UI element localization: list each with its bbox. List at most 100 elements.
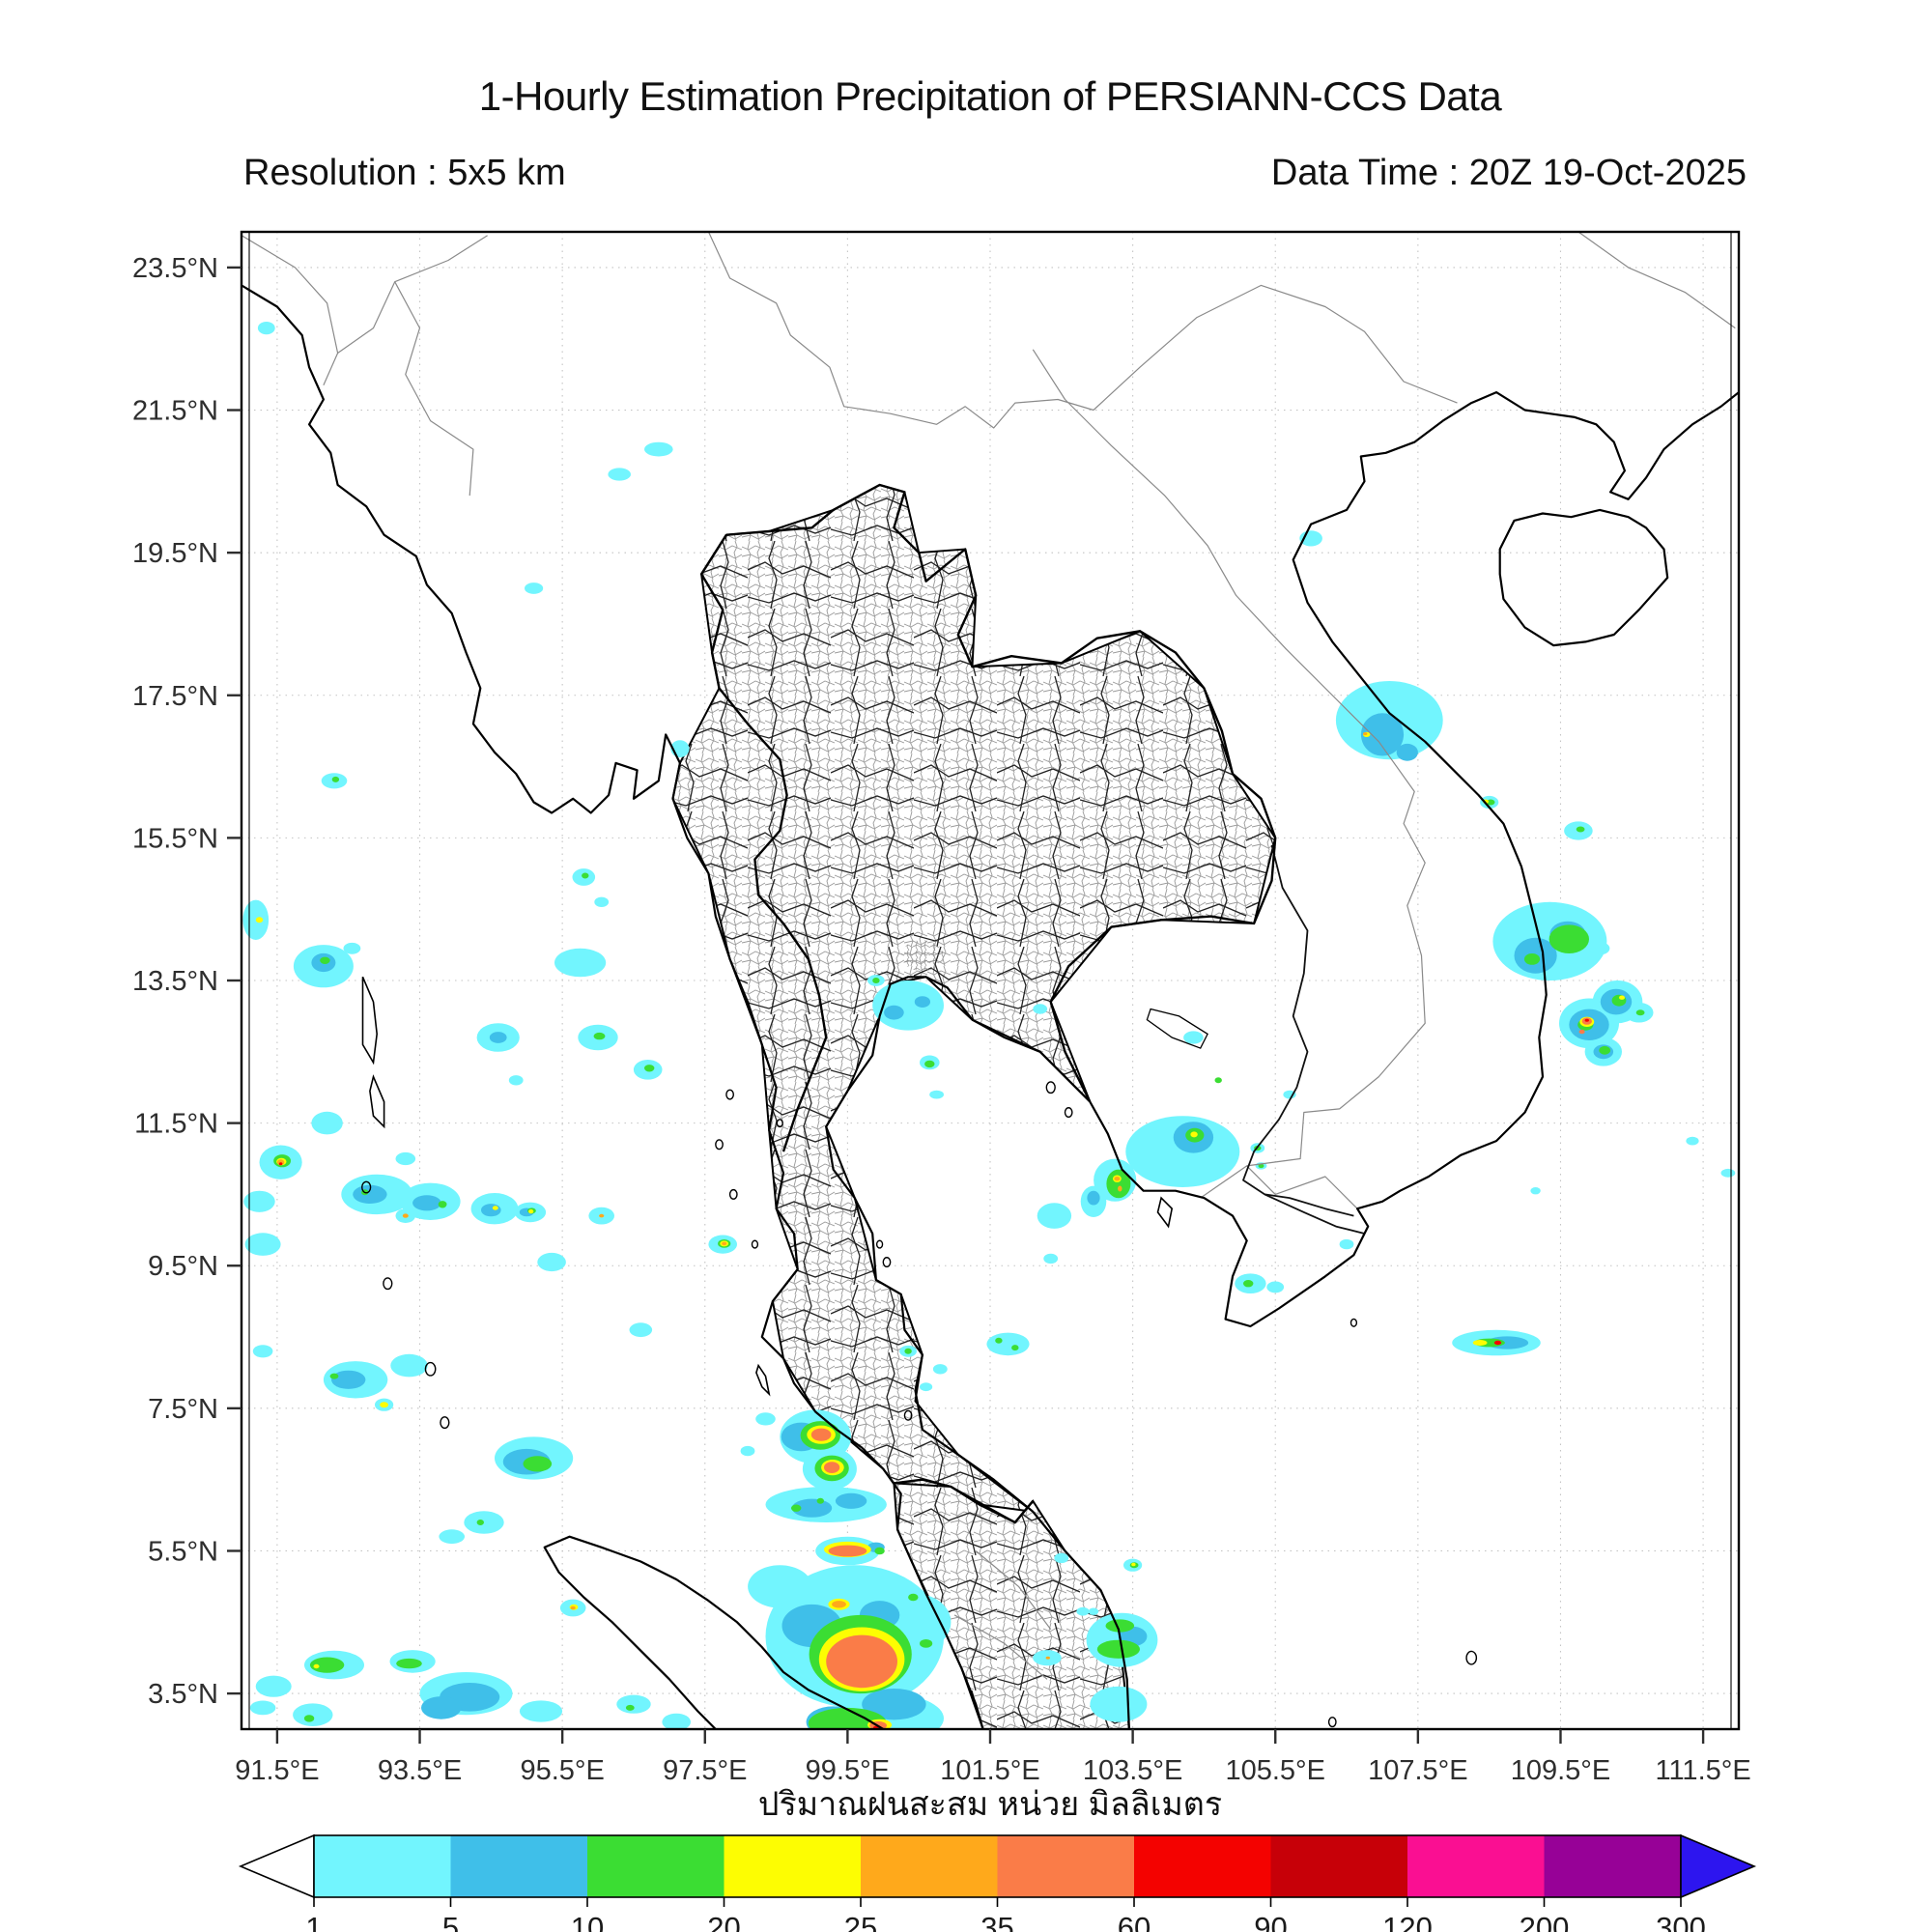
precip-blob-c [1589,942,1610,955]
precip-blob-c [537,1252,566,1272]
precip-blob-g [1214,1077,1222,1084]
country-border-path [242,235,339,385]
lat-tick-label: 23.5°N [132,253,218,284]
precip-blob-c [1720,1168,1736,1178]
precip-blob-g [593,1032,606,1040]
small-island-dot [882,1257,892,1268]
colorbar-under-arrow [238,1833,315,1899]
precip-blob-g [920,1639,933,1648]
small-island-dot [751,1239,759,1249]
precip-blob-r [1584,1018,1590,1022]
coastline-path [543,1535,885,1729]
precip-blob-y [380,1402,388,1408]
precip-blob-g [872,978,880,983]
map-layers [242,232,1739,1729]
colorbar-segment [724,1835,862,1897]
precip-blob-o [1045,1656,1051,1660]
colorbar-tick-label: 5 [442,1911,459,1932]
small-island-dot [875,1239,884,1249]
precip-blob-c [929,1090,944,1099]
colorbar-segment [1270,1835,1408,1897]
precip-blob-g [476,1520,484,1525]
precip-blob-o [1114,1177,1121,1181]
precip-blob-c [1090,1686,1148,1722]
precip-blob-g [908,1593,919,1602]
river-path [1242,844,1365,1235]
precip-blob-g [1011,1345,1019,1351]
lake-outline [1146,1008,1208,1049]
precip-blob-g [331,776,340,782]
precip-blob-c [311,1111,343,1135]
lon-tick-label: 111.5°E [1655,1755,1750,1786]
lon-tick-label: 105.5°E [1225,1755,1325,1786]
precip-blob-g [1096,1639,1140,1659]
precip-blob-y [313,1663,320,1669]
precip-blob-c [1054,1552,1069,1564]
precip-blob-o [1118,1185,1122,1192]
precip-blob-c [249,1700,276,1716]
country-border-path [337,235,488,354]
precip-blob-b [1360,713,1405,756]
colorbar: 1 5 10 20 25 35 60 90 120 200 300 [238,1833,1757,1932]
precip-blob-c [1088,1607,1099,1615]
small-island-dot [725,1089,734,1100]
lon-tick-label: 93.5°E [378,1755,462,1786]
resolution-label: Resolution : 5x5 km [243,153,566,193]
lat-tick-label: 11.5°N [134,1109,218,1140]
precip-blob-d [810,1428,832,1441]
small-island-dot [715,1139,724,1151]
colorbar-tick-label: 25 [844,1911,877,1932]
island-outline [369,1074,385,1129]
precip-blob-c [1686,1136,1699,1146]
precip-blob-b [421,1696,462,1719]
lat-tick-label: 9.5°N [148,1251,218,1282]
colorbar-tick-label: 35 [980,1911,1013,1932]
colorbar-tick-label: 1 [305,1911,322,1932]
precip-blob-c [1530,1187,1541,1195]
precip-blob-y [1131,1562,1136,1567]
bangkok-district-cluster [900,940,944,972]
precip-blob-b [412,1195,441,1211]
colorbar-segment [1544,1835,1682,1897]
country-border-path [953,1614,1048,1680]
colorbar-unit-label-thai: ปริมาณฝนสะสม หน่วย มิลลิเมตร [757,1786,1223,1823]
lat-tick-label: 15.5°N [132,823,218,854]
small-island-dot [1465,1650,1478,1665]
small-island-dot [776,1119,783,1128]
precip-blob-d [828,1545,867,1557]
precip-blob-c [629,1322,653,1338]
island-coastline-hainan [1498,508,1669,647]
precip-blob-c [932,1364,948,1375]
precip-blob-c [920,1382,933,1392]
precip-blob-b [914,996,931,1008]
colorbar-segment [450,1835,588,1897]
thailand-border-path [699,534,828,1152]
country-border-path [1093,284,1458,411]
precip-blob-b [884,1005,904,1020]
precip-blob-g [874,1547,885,1555]
precip-blob-b [331,1370,366,1389]
country-border-path [1577,232,1736,329]
small-island-dot [903,1409,913,1421]
precip-blob-d [826,1634,897,1689]
precip-blob-c [616,1694,651,1714]
precip-blob-g [1635,1009,1645,1016]
precip-blob-b [835,1492,867,1509]
colorbar-over-arrow [1680,1833,1757,1899]
coastline-path [242,284,984,1729]
precip-blob-c [439,1529,466,1545]
small-island-dot [440,1416,450,1430]
precip-blob-g [1258,1163,1264,1169]
precip-blob-c [1339,1238,1354,1250]
precip-blob-g [1486,799,1495,806]
precip-blob-c [644,441,673,457]
precip-blob-o [402,1213,409,1218]
precip-blob-y [528,1208,534,1214]
precip-blob-c [244,1233,281,1256]
country-border-path [975,1550,1052,1631]
lon-tick-label: 95.5°E [520,1755,604,1786]
precip-blob-g [816,1497,824,1504]
precip-blob-o [570,1605,576,1610]
lon-tick-label: 107.5°E [1368,1755,1468,1786]
